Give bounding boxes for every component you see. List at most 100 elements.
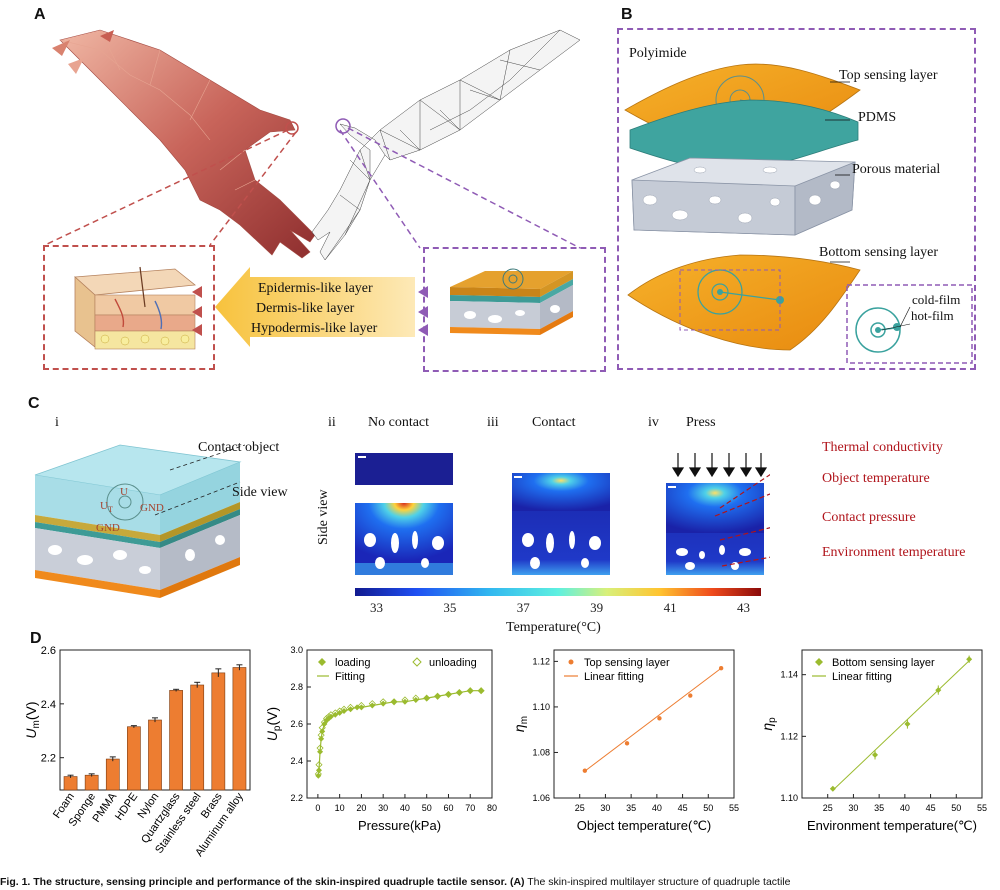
x-tick-label: 60 <box>443 803 453 813</box>
side-view-axis-label: Side view <box>316 489 331 545</box>
factor-environment-temperature: Environment temperature <box>822 545 966 560</box>
label-pdms: PDMS <box>858 110 897 125</box>
plot-frame <box>801 649 983 799</box>
bar <box>127 726 141 791</box>
unloading-point <box>390 698 398 706</box>
x-tick-label: 50 <box>703 803 713 813</box>
y-axis-label: ηp <box>759 717 778 731</box>
y-axis-label: Up(V) <box>264 707 283 741</box>
y-tick-label: 1.12 <box>532 656 550 666</box>
loading-point <box>478 687 485 694</box>
fit-line <box>832 660 970 791</box>
unloading-point <box>423 694 431 702</box>
y-tick-label: 1.06 <box>532 793 550 803</box>
loading-point <box>380 700 387 707</box>
x-tick-label: 10 <box>335 803 345 813</box>
colorbar-tick: 33 <box>370 600 383 615</box>
x-tick-label: 70 <box>465 803 475 813</box>
press-arrows-icon <box>671 453 768 478</box>
unloading-point <box>466 687 474 695</box>
loading-point <box>341 708 347 715</box>
label-polyimide: Polyimide <box>629 46 687 61</box>
loading-point <box>354 704 361 711</box>
y-tick-label: 1.10 <box>532 702 550 712</box>
chart-material-voltage: 2.22.42.6FoamSpongePMMAHDPENylonQuartzgl… <box>23 645 251 859</box>
data-point <box>718 666 724 671</box>
bar <box>148 719 162 791</box>
x-tick-label: 55 <box>729 803 739 813</box>
panel-label-c: C <box>28 395 40 412</box>
x-tick-label: 50 <box>951 803 961 813</box>
data-point <box>624 741 630 746</box>
loading-point <box>336 709 343 716</box>
y-tick-label: 2.6 <box>290 719 303 729</box>
x-axis-label: Environment temperature(℃) <box>807 818 977 833</box>
unloading-point <box>401 696 409 704</box>
unloading-point <box>368 700 376 708</box>
thermal-simulation-panels <box>355 453 770 575</box>
x-tick-label: 25 <box>823 803 833 813</box>
u-plus-label: U <box>120 486 128 498</box>
colorbar <box>355 588 761 596</box>
x-tick-label: 55 <box>977 803 987 813</box>
x-tick-label: 35 <box>874 803 884 813</box>
unloading-point <box>314 770 322 778</box>
bar <box>105 758 120 791</box>
colorbar-tick: 41 <box>663 600 677 615</box>
x-tick-label: 50 <box>422 803 432 813</box>
unloading-point <box>316 744 324 752</box>
colorbar-ticks: 33 35 37 39 41 43 <box>370 600 750 616</box>
caption-bold: Fig. 1. The structure, sensing principle… <box>0 876 508 888</box>
factor-thermal-conductivity: Thermal conductivity <box>822 440 943 455</box>
gnd-label-2: GND <box>96 522 120 534</box>
contact-object-label: Contact object <box>198 440 280 455</box>
panel-label-d: D <box>30 630 42 647</box>
data-point <box>935 687 942 694</box>
label-hot-film: hot-film <box>911 308 954 323</box>
legend-loading-label: loading <box>335 657 370 669</box>
x-tick-label: 35 <box>626 803 636 813</box>
x-tick-label: 0 <box>315 803 320 813</box>
x-tick-label: 20 <box>356 803 366 813</box>
y-tick-label: 2.2 <box>290 793 303 803</box>
unloading-point <box>320 718 328 726</box>
y-axis-label: ηm <box>511 716 530 732</box>
legend-loading-marker <box>318 658 326 666</box>
data-point <box>688 693 693 698</box>
unloading-point <box>346 703 355 711</box>
layer-label-dermis: Dermis-like layer <box>256 301 355 316</box>
chart-pressure-voltage: 0 10 20 30 40 50 60 70 80 2.2 2.4 2.6 2.8 3.0 Pressure… <box>264 645 497 833</box>
gnd-label-1: GND <box>140 502 164 514</box>
loading-point <box>401 698 408 705</box>
unloading-point <box>477 687 485 695</box>
sub-label-i: i <box>55 415 59 430</box>
data-point <box>904 721 911 727</box>
legend-marker <box>568 659 574 665</box>
sub-label-ii: ii <box>328 415 336 430</box>
unloading-point <box>331 709 339 717</box>
legend-fit-label: Linear fitting <box>584 671 644 683</box>
colorbar-tick: 37 <box>516 600 530 615</box>
sensor-stack-icon <box>450 268 573 335</box>
unloading-point <box>318 724 326 732</box>
red-hand-icon <box>52 29 316 259</box>
x-tick-label: 45 <box>926 803 936 813</box>
loading-point <box>412 696 419 703</box>
layer-arrow-icon <box>215 267 415 347</box>
y-tick-label: 2.8 <box>290 682 303 692</box>
sensor-with-object-icon <box>34 444 246 598</box>
x-axis-label: Pressure(kPa) <box>358 818 441 833</box>
x-tick-label: 40 <box>652 803 662 813</box>
x-tick-label: HDPE <box>113 791 140 823</box>
label-cold-film: cold-film <box>912 292 961 307</box>
loading-point <box>391 698 398 705</box>
loading-point <box>315 767 322 774</box>
unloading-point <box>412 694 420 702</box>
loading-point <box>445 691 452 698</box>
figure-caption: Fig. 1. The structure, sensing principle… <box>0 876 1000 890</box>
loading-point <box>347 706 354 713</box>
bar <box>190 684 205 791</box>
colorbar-tick: 43 <box>736 600 750 615</box>
fitting-line <box>317 690 482 776</box>
x-tick-label: 30 <box>600 803 610 813</box>
